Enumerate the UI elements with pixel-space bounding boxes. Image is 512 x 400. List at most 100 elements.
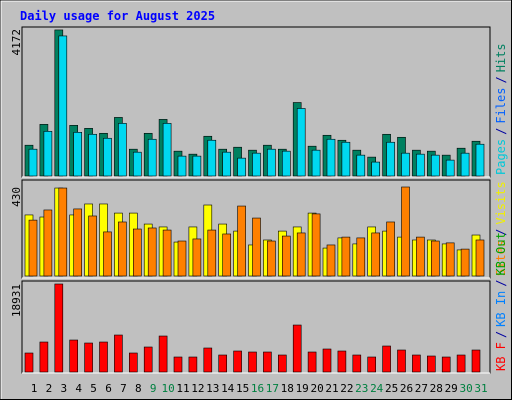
bar: [281, 235, 291, 277]
bar: [103, 231, 112, 277]
x-tick-label: 1: [31, 382, 38, 395]
bar: [311, 213, 321, 277]
bar: [267, 148, 276, 177]
bar: [203, 347, 213, 373]
bar: [445, 159, 455, 177]
bar: [133, 228, 142, 277]
bar: [88, 215, 97, 277]
bar: [416, 153, 425, 177]
bar: [222, 233, 231, 277]
x-tick-label: 18: [281, 382, 294, 395]
legend-separator: /: [494, 128, 508, 135]
bar: [143, 346, 153, 373]
chart-title: Daily usage for August 2025: [20, 9, 215, 23]
bar: [129, 352, 138, 373]
legend: Pages / Files / Hits: [494, 43, 508, 175]
bar: [292, 324, 302, 373]
bar: [24, 352, 34, 373]
bar: [88, 133, 97, 177]
x-tick-label: 27: [415, 382, 428, 395]
bar: [118, 123, 127, 177]
bar: [401, 152, 410, 177]
bar: [460, 248, 470, 277]
bar: [386, 141, 395, 177]
bar: [367, 356, 377, 373]
legend-entry: KB F: [494, 342, 508, 371]
bar: [430, 154, 440, 177]
bar: [371, 161, 381, 177]
x-tick-label: 25: [385, 382, 398, 395]
bar: [162, 229, 172, 277]
bar: [445, 242, 455, 277]
legend-entry: KB Out: [494, 232, 508, 275]
x-tick-label: 19: [296, 382, 309, 395]
legend-entry: KB In: [494, 291, 508, 327]
bar: [207, 139, 217, 177]
bar: [322, 348, 332, 373]
bar: [58, 187, 68, 277]
bar: [252, 152, 261, 177]
x-tick-label: 20: [310, 382, 323, 395]
bar: [84, 342, 93, 373]
bar: [248, 351, 257, 373]
y-tick-label: 4172: [10, 29, 23, 56]
bar: [296, 232, 306, 277]
x-tick-label: 3: [60, 382, 67, 395]
bar: [43, 131, 53, 177]
bar: [475, 143, 485, 177]
x-tick-label: 6: [105, 382, 112, 395]
legend-entry: Hits: [494, 43, 508, 72]
bar: [192, 155, 202, 177]
bar: [177, 240, 187, 277]
bar: [326, 138, 336, 177]
x-tick-label: 5: [90, 382, 97, 395]
bar: [54, 283, 64, 373]
bar: [233, 350, 242, 373]
x-tick-label: 16: [251, 382, 264, 395]
legend-entry: Pages: [494, 139, 508, 175]
bar: [401, 186, 410, 277]
legend-entry: Sites: [494, 240, 508, 276]
bar: [281, 150, 291, 177]
bar: [237, 157, 246, 177]
bar: [352, 354, 362, 373]
x-tick-label: 13: [206, 382, 219, 395]
bar: [39, 341, 49, 373]
bar: [386, 221, 395, 277]
x-tick-label: 14: [221, 382, 235, 395]
bar: [73, 132, 82, 177]
legend-entry: Visits: [494, 181, 508, 224]
bar: [341, 141, 351, 177]
bar: [356, 154, 366, 177]
bar: [397, 349, 406, 373]
x-tick-label: 29: [445, 382, 458, 395]
bar: [133, 151, 142, 177]
bar: [69, 339, 78, 373]
bar: [114, 334, 123, 373]
bar: [426, 355, 436, 373]
bar: [412, 354, 421, 373]
x-tick-label: 31: [474, 382, 487, 395]
bar: [371, 232, 381, 277]
bar: [147, 138, 157, 177]
bar: [162, 123, 172, 177]
bar: [341, 236, 351, 277]
legend-separator: /: [494, 331, 508, 338]
bar: [103, 137, 112, 177]
bar: [188, 356, 198, 373]
bar: [263, 351, 272, 373]
bar: [441, 356, 451, 373]
bar: [296, 108, 306, 177]
x-tick-label: 28: [430, 382, 443, 395]
x-tick-label: 2: [46, 382, 53, 395]
bar: [456, 354, 466, 373]
bar: [267, 240, 276, 277]
bar: [237, 205, 246, 277]
bar: [58, 35, 68, 177]
x-tick-label: 17: [266, 382, 279, 395]
legend-separator: /: [494, 76, 508, 83]
bar: [192, 238, 202, 277]
legend-separator: /: [494, 280, 508, 287]
bar: [471, 349, 481, 373]
